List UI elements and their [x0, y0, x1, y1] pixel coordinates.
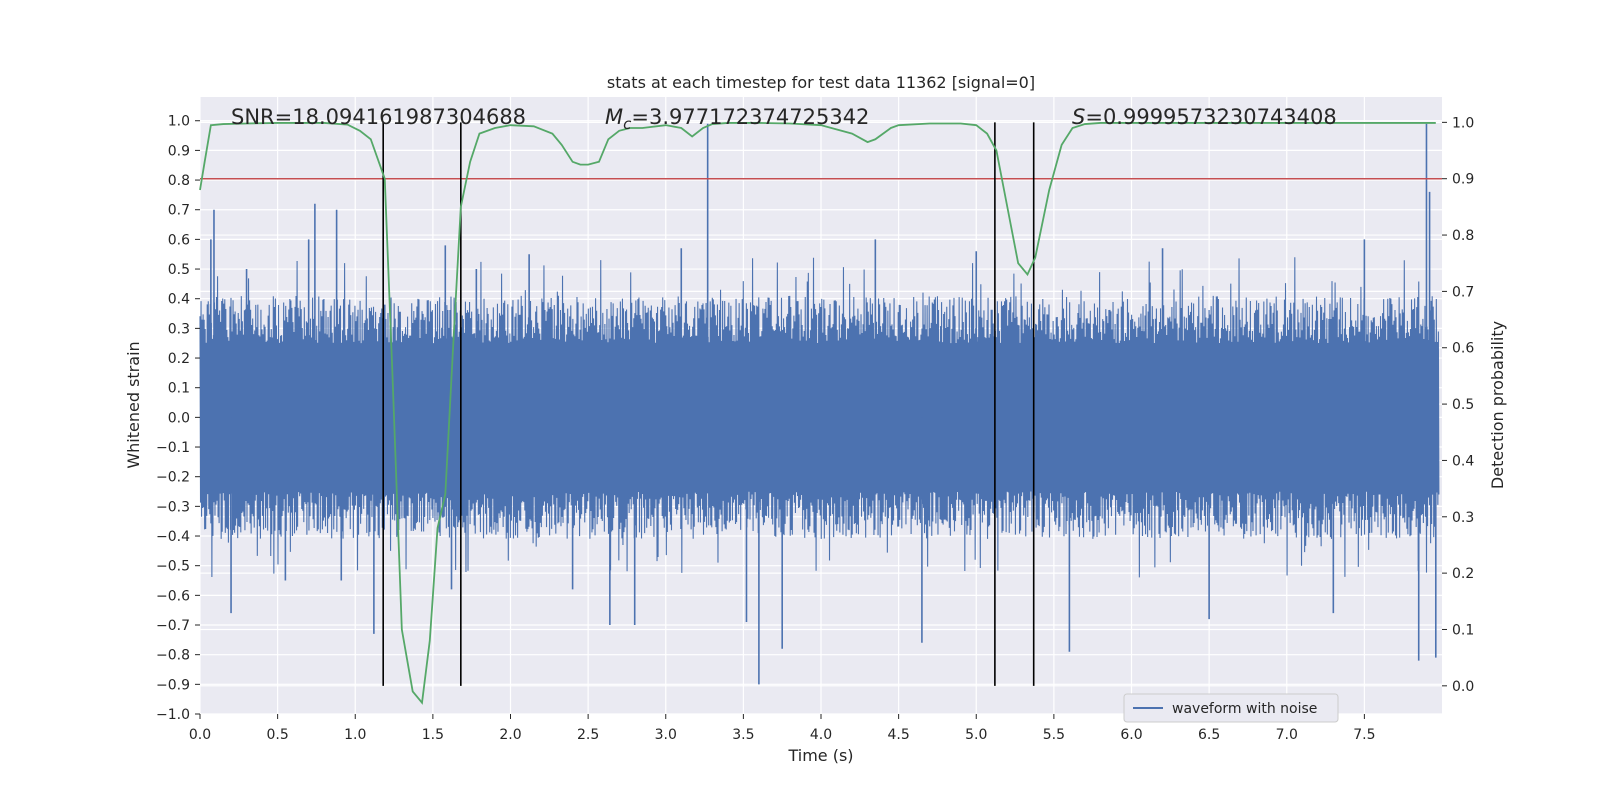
y2-tick-label-6: 0.6 — [1452, 341, 1474, 357]
y-tick-label-9: −0.1 — [156, 440, 190, 456]
s-annotation: S=0.9999573230743408 — [1072, 105, 1337, 129]
y2-tick-label-1: 0.1 — [1452, 622, 1474, 638]
chart-title: stats at each timestep for test data 113… — [607, 73, 1035, 92]
y-tick-label-11: 0.1 — [168, 381, 190, 397]
y2-tick-label-0: 0.0 — [1452, 679, 1474, 695]
y2-tick-label-7: 0.7 — [1452, 284, 1474, 300]
x-axis-label: Time (s) — [787, 746, 853, 765]
x-tick-labels: 0.0 0.5 1.0 1.5 2.0 2.5 3.0 3.5 4.0 4.5 5.0 5.5 6.0 6… — [189, 714, 1376, 743]
x-tick-label-3: 1.5 — [422, 727, 444, 743]
y-tick-label-10: 0.0 — [168, 410, 190, 426]
x-tick-label-14: 7.0 — [1276, 727, 1298, 743]
x-tick-label-10: 5.0 — [965, 727, 987, 743]
y2-tick-label-2: 0.2 — [1452, 566, 1474, 582]
y-tick-label-2: −0.8 — [156, 648, 190, 664]
x-tick-label-6: 3.0 — [655, 727, 677, 743]
y-tick-label-16: 0.6 — [168, 232, 190, 248]
x-tick-label-2: 1.0 — [344, 727, 366, 743]
legend-label: waveform with noise — [1172, 701, 1317, 717]
y-tick-label-13: 0.3 — [168, 321, 190, 337]
s-symbol: S — [1072, 105, 1085, 129]
y-axis-label: Whitened strain — [124, 341, 143, 468]
x-tick-label-7: 3.5 — [732, 727, 754, 743]
y2-tick-label-10: 1.0 — [1452, 115, 1474, 131]
y-tick-label-8: −0.2 — [156, 470, 190, 486]
legend: waveform with noise — [1123, 693, 1339, 723]
x-tick-label-12: 6.0 — [1120, 727, 1142, 743]
y2-axis-label: Detection probability — [1488, 321, 1507, 489]
mc-annotation: Mc=3.977172374725342 — [605, 105, 869, 133]
waveform-trace — [199, 257, 1440, 578]
y-tick-label-5: −0.5 — [156, 559, 190, 575]
mc-symbol: M — [605, 105, 623, 129]
x-tick-label-5: 2.5 — [577, 727, 599, 743]
y-tick-label-0: −1.0 — [156, 707, 190, 723]
detection-probability-series — [199, 122, 1436, 705]
detection-probability-line — [199, 122, 1436, 705]
y-tick-labels: −1.0 −0.9 −0.8 −0.7 −0.6 −0.5 −0.4 −0.3 −0.2 −0.1… — [156, 114, 200, 723]
y-tick-label-19: 0.9 — [168, 143, 190, 159]
y-tick-label-15: 0.5 — [168, 262, 190, 278]
x-tick-label-13: 6.5 — [1198, 727, 1220, 743]
x-tick-label-15: 7.5 — [1353, 727, 1375, 743]
snr-annotation: SNR=18.094161987304688 — [231, 105, 526, 129]
y2-tick-label-8: 0.8 — [1452, 228, 1474, 244]
x-tick-label-1: 0.5 — [266, 727, 288, 743]
x-tick-label-4: 2.0 — [499, 727, 521, 743]
y-tick-label-14: 0.4 — [168, 292, 190, 308]
y-tick-label-3: −0.7 — [156, 618, 190, 634]
y-tick-label-6: −0.4 — [156, 529, 190, 545]
y-tick-label-18: 0.8 — [168, 173, 190, 189]
y-tick-label-1: −0.9 — [156, 677, 190, 693]
y2-tick-label-5: 0.5 — [1452, 397, 1474, 413]
y-tick-label-17: 0.7 — [168, 203, 190, 219]
waveform-with-noise-series — [199, 123, 1440, 685]
x-tick-label-9: 4.5 — [887, 727, 909, 743]
y2-tick-labels: 0.0 0.1 0.2 0.3 0.4 0.5 0.6 0.7 0.8 0.9 1.0 — [1442, 115, 1474, 695]
mc-subscript: c — [623, 115, 632, 133]
x-tick-label-8: 4.0 — [810, 727, 832, 743]
y2-tick-label-3: 0.3 — [1452, 510, 1474, 526]
mc-value: =3.977172374725342 — [631, 105, 869, 129]
y2-tick-label-9: 0.9 — [1452, 172, 1474, 188]
s-value: =0.9999573230743408 — [1085, 105, 1336, 129]
y-tick-label-4: −0.6 — [156, 588, 190, 604]
y-tick-label-7: −0.3 — [156, 499, 190, 515]
y-tick-label-12: 0.2 — [168, 351, 190, 367]
x-tick-label-11: 5.5 — [1043, 727, 1065, 743]
legend-box — [1123, 693, 1339, 723]
y2-tick-label-4: 0.4 — [1452, 453, 1474, 469]
y-tick-label-20: 1.0 — [168, 114, 190, 130]
x-tick-label-0: 0.0 — [189, 727, 211, 743]
